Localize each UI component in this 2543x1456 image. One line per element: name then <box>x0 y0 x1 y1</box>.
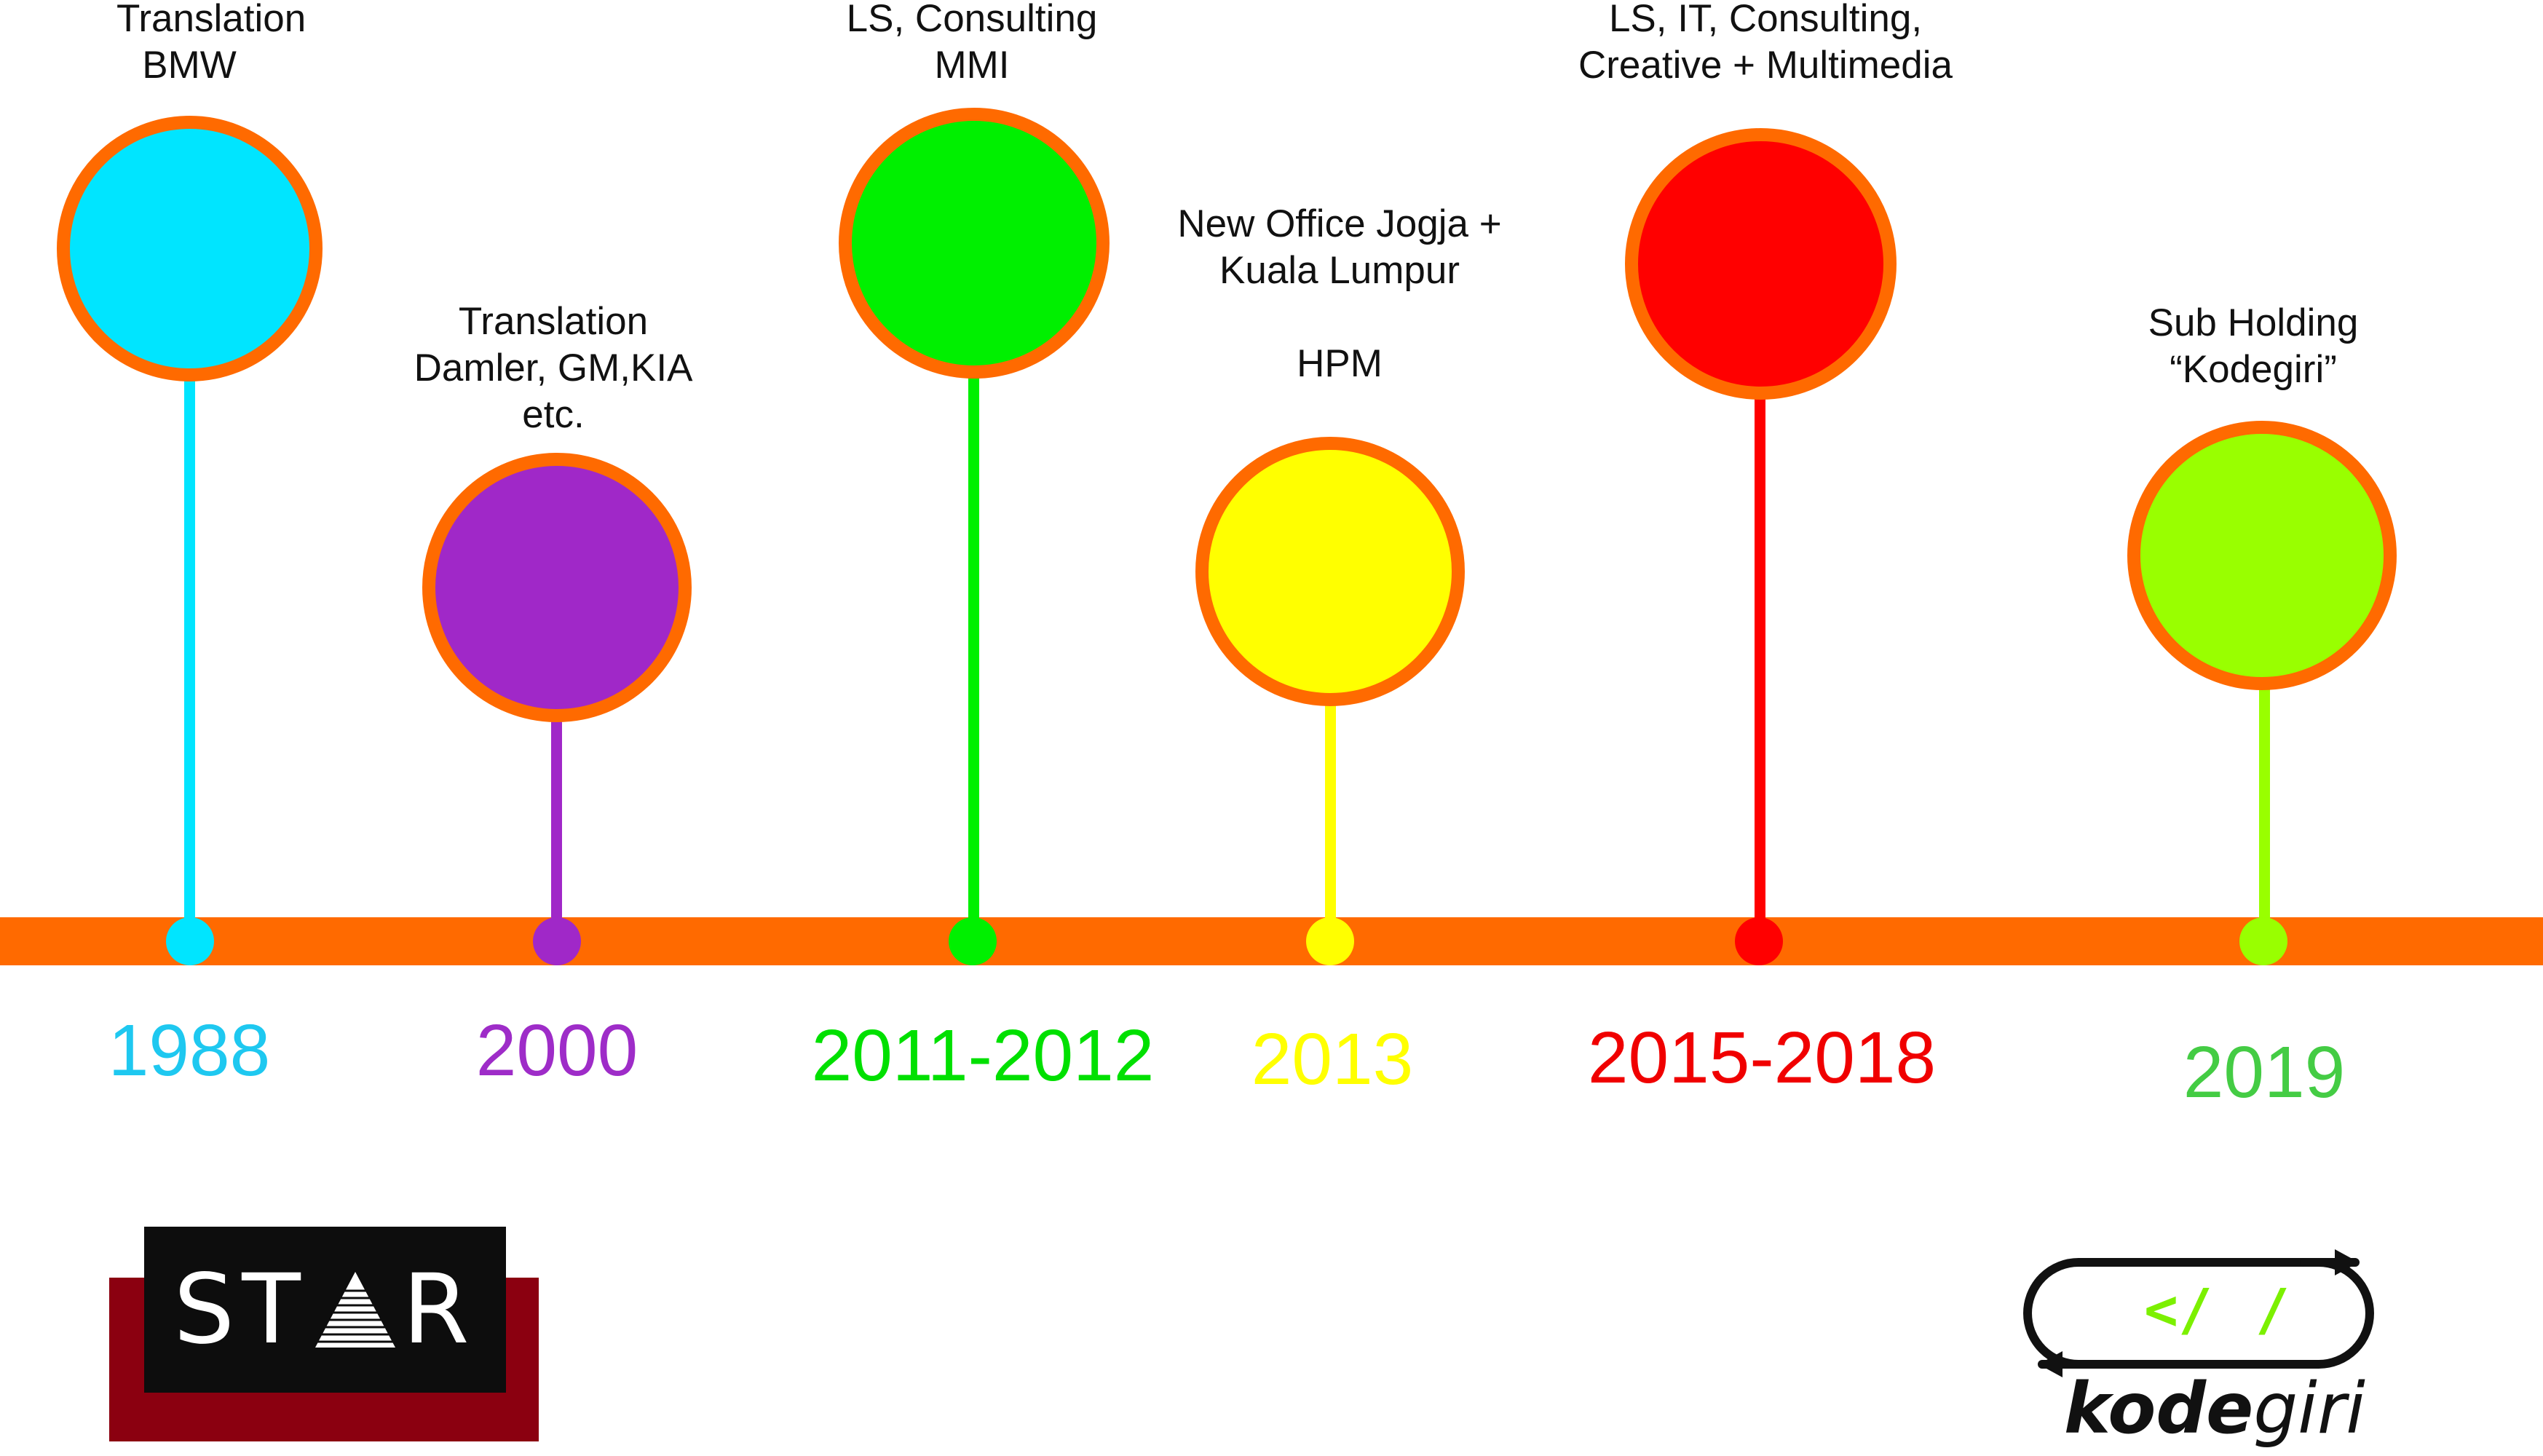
event-2011-year: 2011-2012 <box>811 1015 1155 1096</box>
event-1988-stem <box>184 379 195 954</box>
event-2013-year: 2013 <box>1251 1018 1414 1100</box>
event-2015-year: 2015-2018 <box>1587 1017 1937 1099</box>
event-1988-circle <box>57 116 323 381</box>
kodegiri-loop-icon <box>2023 1249 2374 1377</box>
star-logo-text-right: R <box>402 1254 477 1366</box>
event-1988-year: 1988 <box>108 1010 271 1091</box>
event-2000-year: 2000 <box>475 1010 638 1091</box>
event-2000-stem <box>551 699 562 954</box>
event-2013-circle <box>1195 437 1465 706</box>
pyramid-icon <box>312 1272 398 1348</box>
event-2015-stem <box>1755 379 1765 954</box>
event-2015-circle <box>1625 128 1897 400</box>
star-logo: ST R <box>144 1227 506 1393</box>
event-2013-stem <box>1325 684 1336 954</box>
event-2013-dot <box>1306 917 1354 965</box>
event-1988-dot <box>166 917 214 965</box>
star-logo-text-left: ST <box>173 1254 308 1366</box>
event-2011-dot <box>949 917 997 965</box>
event-2019-dot <box>2239 917 2287 965</box>
event-2013-label: New Office Jogja + Kuala Lumpur HPM <box>1177 202 1502 385</box>
event-2015-dot <box>1735 917 1783 965</box>
event-2000-label: Translation Damler, GM,KIA etc. <box>414 300 693 436</box>
event-2015-label: LS, IT, Consulting, Creative + Multimedia <box>1578 0 1953 87</box>
event-1988-label: Translation BMW <box>116 0 306 87</box>
event-2019-stem <box>2259 670 2270 954</box>
event-2011-stem <box>968 364 979 954</box>
event-2019-label: Sub Holding “Kodegiri” <box>2148 301 2359 391</box>
kodegiri-code-slash: / <box>2255 1278 2290 1343</box>
event-2000-dot <box>533 917 581 965</box>
event-2019-year: 2019 <box>2183 1032 2346 1113</box>
kodegiri-code-mark: </ <box>2144 1278 2212 1343</box>
event-2011-circle <box>839 108 1110 379</box>
kodegiri-wordmark: kodegiri <box>2064 1368 2365 1449</box>
timeline-bar <box>0 917 2543 965</box>
event-2000-circle <box>422 453 692 722</box>
event-2019-circle <box>2127 421 2397 690</box>
event-2011-label: LS, Consulting MMI <box>846 0 1098 87</box>
